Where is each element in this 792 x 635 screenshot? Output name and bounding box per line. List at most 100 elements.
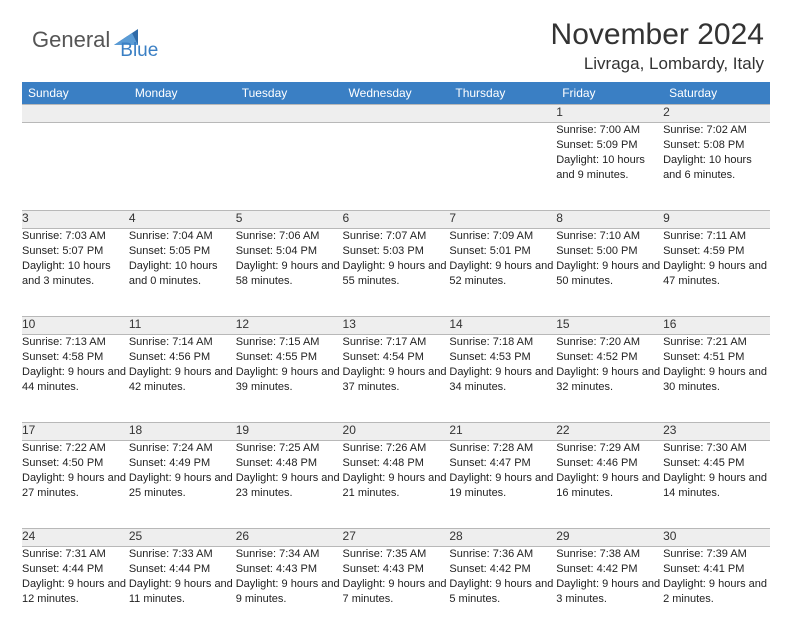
day-number-cell: 26 — [236, 529, 343, 547]
sunrise-line: Sunrise: 7:11 AM — [663, 229, 770, 244]
daylight-line: Daylight: 9 hours and 16 minutes. — [556, 471, 663, 501]
weekday-header: Tuesday — [236, 82, 343, 105]
sunrise-line: Sunrise: 7:06 AM — [236, 229, 343, 244]
day-number-cell: 13 — [343, 317, 450, 335]
brand-text-1: General — [32, 27, 110, 53]
sunrise-line: Sunrise: 7:26 AM — [343, 441, 450, 456]
daylight-line: Daylight: 9 hours and 3 minutes. — [556, 577, 663, 607]
day-content-cell: Sunrise: 7:04 AMSunset: 5:05 PMDaylight:… — [129, 229, 236, 317]
sunset-line: Sunset: 4:44 PM — [22, 562, 129, 577]
sunrise-line: Sunrise: 7:30 AM — [663, 441, 770, 456]
sunrise-line: Sunrise: 7:38 AM — [556, 547, 663, 562]
day-content-cell: Sunrise: 7:02 AMSunset: 5:08 PMDaylight:… — [663, 123, 770, 211]
sunset-line: Sunset: 4:48 PM — [343, 456, 450, 471]
sunrise-line: Sunrise: 7:07 AM — [343, 229, 450, 244]
sunrise-line: Sunrise: 7:02 AM — [663, 123, 770, 138]
day-number-cell: 16 — [663, 317, 770, 335]
daylight-line: Daylight: 9 hours and 12 minutes. — [22, 577, 129, 607]
daylight-line: Daylight: 9 hours and 21 minutes. — [343, 471, 450, 501]
sunrise-line: Sunrise: 7:15 AM — [236, 335, 343, 350]
weekday-header: Monday — [129, 82, 236, 105]
day-content-cell: Sunrise: 7:31 AMSunset: 4:44 PMDaylight:… — [22, 547, 129, 635]
day-content-cell: Sunrise: 7:26 AMSunset: 4:48 PMDaylight:… — [343, 441, 450, 529]
daylight-line: Daylight: 9 hours and 32 minutes. — [556, 365, 663, 395]
day-number-cell: 6 — [343, 211, 450, 229]
sunrise-line: Sunrise: 7:10 AM — [556, 229, 663, 244]
sunset-line: Sunset: 4:48 PM — [236, 456, 343, 471]
day-content-cell: Sunrise: 7:14 AMSunset: 4:56 PMDaylight:… — [129, 335, 236, 423]
day-number-cell: 10 — [22, 317, 129, 335]
daylight-line: Daylight: 9 hours and 39 minutes. — [236, 365, 343, 395]
day-content-cell: Sunrise: 7:25 AMSunset: 4:48 PMDaylight:… — [236, 441, 343, 529]
day-number-cell: 30 — [663, 529, 770, 547]
day-content-cell: Sunrise: 7:13 AMSunset: 4:58 PMDaylight:… — [22, 335, 129, 423]
day-content-cell — [22, 123, 129, 211]
day-number-cell: 29 — [556, 529, 663, 547]
day-content-cell: Sunrise: 7:10 AMSunset: 5:00 PMDaylight:… — [556, 229, 663, 317]
daylight-line: Daylight: 9 hours and 34 minutes. — [449, 365, 556, 395]
daylight-line: Daylight: 9 hours and 42 minutes. — [129, 365, 236, 395]
sunset-line: Sunset: 4:51 PM — [663, 350, 770, 365]
calendar-table: Sunday Monday Tuesday Wednesday Thursday… — [22, 82, 770, 635]
weekday-header: Sunday — [22, 82, 129, 105]
day-number-cell — [449, 105, 556, 123]
daylight-line: Daylight: 10 hours and 0 minutes. — [129, 259, 236, 289]
sunset-line: Sunset: 4:43 PM — [343, 562, 450, 577]
sunset-line: Sunset: 4:54 PM — [343, 350, 450, 365]
daynum-row: 12 — [22, 105, 770, 123]
sunset-line: Sunset: 4:44 PM — [129, 562, 236, 577]
daylight-line: Daylight: 9 hours and 14 minutes. — [663, 471, 770, 501]
sunrise-line: Sunrise: 7:36 AM — [449, 547, 556, 562]
day-number-cell: 8 — [556, 211, 663, 229]
sunset-line: Sunset: 4:56 PM — [129, 350, 236, 365]
day-content-cell: Sunrise: 7:06 AMSunset: 5:04 PMDaylight:… — [236, 229, 343, 317]
brand-text-2: Blue — [120, 40, 158, 62]
day-content-cell — [129, 123, 236, 211]
sunrise-line: Sunrise: 7:21 AM — [663, 335, 770, 350]
day-content-cell: Sunrise: 7:29 AMSunset: 4:46 PMDaylight:… — [556, 441, 663, 529]
day-content-cell: Sunrise: 7:07 AMSunset: 5:03 PMDaylight:… — [343, 229, 450, 317]
sunset-line: Sunset: 4:41 PM — [663, 562, 770, 577]
day-number-cell: 4 — [129, 211, 236, 229]
sunrise-line: Sunrise: 7:33 AM — [129, 547, 236, 562]
sunrise-line: Sunrise: 7:20 AM — [556, 335, 663, 350]
sunrise-line: Sunrise: 7:39 AM — [663, 547, 770, 562]
sunset-line: Sunset: 4:52 PM — [556, 350, 663, 365]
daynum-row: 10111213141516 — [22, 317, 770, 335]
daylight-line: Daylight: 9 hours and 55 minutes. — [343, 259, 450, 289]
daylight-line: Daylight: 9 hours and 52 minutes. — [449, 259, 556, 289]
day-number-cell: 1 — [556, 105, 663, 123]
day-number-cell: 19 — [236, 423, 343, 441]
weekday-header: Thursday — [449, 82, 556, 105]
weekday-header: Wednesday — [343, 82, 450, 105]
sunrise-line: Sunrise: 7:09 AM — [449, 229, 556, 244]
content-row: Sunrise: 7:00 AMSunset: 5:09 PMDaylight:… — [22, 123, 770, 211]
day-number-cell — [22, 105, 129, 123]
day-content-cell: Sunrise: 7:33 AMSunset: 4:44 PMDaylight:… — [129, 547, 236, 635]
day-number-cell: 28 — [449, 529, 556, 547]
day-content-cell: Sunrise: 7:30 AMSunset: 4:45 PMDaylight:… — [663, 441, 770, 529]
day-number-cell: 2 — [663, 105, 770, 123]
sunset-line: Sunset: 4:59 PM — [663, 244, 770, 259]
sunset-line: Sunset: 4:47 PM — [449, 456, 556, 471]
daylight-line: Daylight: 10 hours and 9 minutes. — [556, 153, 663, 183]
day-content-cell: Sunrise: 7:38 AMSunset: 4:42 PMDaylight:… — [556, 547, 663, 635]
sunset-line: Sunset: 4:46 PM — [556, 456, 663, 471]
sunset-line: Sunset: 5:01 PM — [449, 244, 556, 259]
content-row: Sunrise: 7:22 AMSunset: 4:50 PMDaylight:… — [22, 441, 770, 529]
day-content-cell: Sunrise: 7:00 AMSunset: 5:09 PMDaylight:… — [556, 123, 663, 211]
day-number-cell: 12 — [236, 317, 343, 335]
sunset-line: Sunset: 5:03 PM — [343, 244, 450, 259]
daylight-line: Daylight: 9 hours and 5 minutes. — [449, 577, 556, 607]
day-number-cell: 11 — [129, 317, 236, 335]
daynum-row: 24252627282930 — [22, 529, 770, 547]
content-row: Sunrise: 7:13 AMSunset: 4:58 PMDaylight:… — [22, 335, 770, 423]
day-number-cell: 5 — [236, 211, 343, 229]
daylight-line: Daylight: 9 hours and 23 minutes. — [236, 471, 343, 501]
day-number-cell: 18 — [129, 423, 236, 441]
day-content-cell: Sunrise: 7:11 AMSunset: 4:59 PMDaylight:… — [663, 229, 770, 317]
sunrise-line: Sunrise: 7:24 AM — [129, 441, 236, 456]
sunrise-line: Sunrise: 7:00 AM — [556, 123, 663, 138]
day-content-cell — [343, 123, 450, 211]
content-row: Sunrise: 7:31 AMSunset: 4:44 PMDaylight:… — [22, 547, 770, 635]
